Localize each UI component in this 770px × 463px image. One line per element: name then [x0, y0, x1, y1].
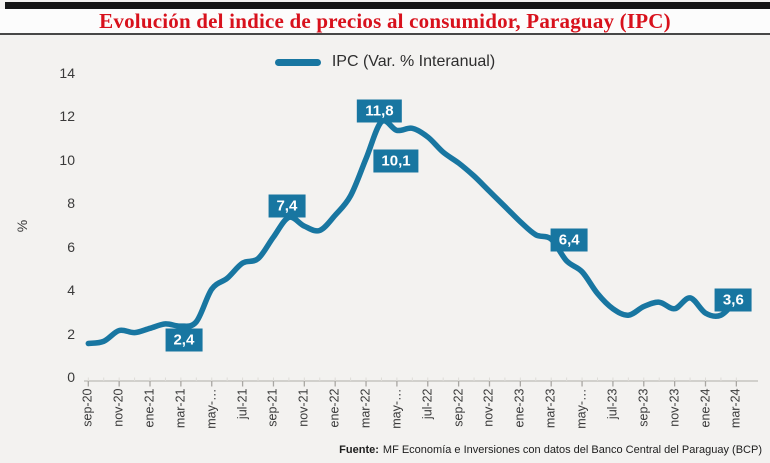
x-tick-label: sep-22 — [451, 388, 466, 427]
x-tick-label: jul-23 — [605, 388, 620, 419]
title-band: Evolución del indice de precios al consu… — [0, 9, 770, 33]
x-tick-label: ene-23 — [512, 388, 527, 427]
page-title: Evolución del indice de precios al consu… — [99, 8, 671, 33]
source-note: Fuente: MF Economía e Inversiones con dat… — [339, 444, 762, 456]
y-tick-label: 2 — [67, 325, 75, 342]
x-tick-label: mar-22 — [358, 388, 373, 428]
y-tick-label: 10 — [59, 151, 75, 168]
x-tick-label: nov-23 — [667, 388, 682, 427]
x-tick-label: mar-21 — [173, 388, 188, 428]
legend-label: IPC (Var. % Interanual) — [331, 53, 496, 70]
data-label-oct-21: 7,4 — [268, 194, 306, 218]
top-border-bar — [5, 2, 770, 9]
x-tick-label: jul-21 — [235, 388, 250, 419]
y-tick-label: 0 — [67, 369, 75, 386]
x-tick-label: ene-21 — [142, 388, 157, 427]
x-tick-label: ene-24 — [698, 388, 712, 427]
x-tick-label: may-… — [204, 388, 219, 429]
y-tick-label: 12 — [59, 108, 75, 125]
data-label-mar-23: 6,4 — [550, 228, 588, 252]
x-tick-label: mar-23 — [543, 388, 558, 428]
x-tick-label: may-… — [389, 388, 404, 429]
source-text: MF Economía e Inversiones con datos del … — [382, 444, 762, 456]
data-label-mar-22: 10,1 — [373, 149, 419, 173]
data-label-abr-22: 11,8 — [357, 99, 402, 123]
x-tick-label: sep-20 — [80, 388, 95, 427]
x-tick-label: nov-21 — [296, 388, 311, 427]
x-tick-label: nov-20 — [111, 388, 126, 427]
legend: IPC (Var. % Interanual) — [0, 52, 770, 72]
x-tick-label: sep-23 — [636, 388, 651, 427]
y-tick-label: 4 — [67, 282, 75, 299]
x-tick-label: sep-21 — [265, 388, 280, 427]
source-label: Fuente: — [339, 444, 379, 456]
title-divider — [0, 33, 770, 35]
x-tick-label: ene-22 — [327, 388, 342, 427]
ipc-series-line — [85, 117, 740, 347]
x-tick-label: nov-22 — [481, 388, 496, 427]
y-tick-label: 6 — [67, 238, 75, 255]
data-label-mar-21: 2,4 — [165, 328, 203, 352]
x-tick-label: mar-24 — [728, 388, 743, 428]
x-tick-label: may-… — [574, 388, 589, 429]
y-tick-label: 8 — [67, 195, 75, 212]
legend-line-swatch — [274, 58, 321, 66]
y-tick-label: 14 — [59, 64, 75, 81]
x-tick-label: jul-22 — [420, 388, 435, 419]
data-label-mar-24: 3,6 — [714, 288, 752, 312]
